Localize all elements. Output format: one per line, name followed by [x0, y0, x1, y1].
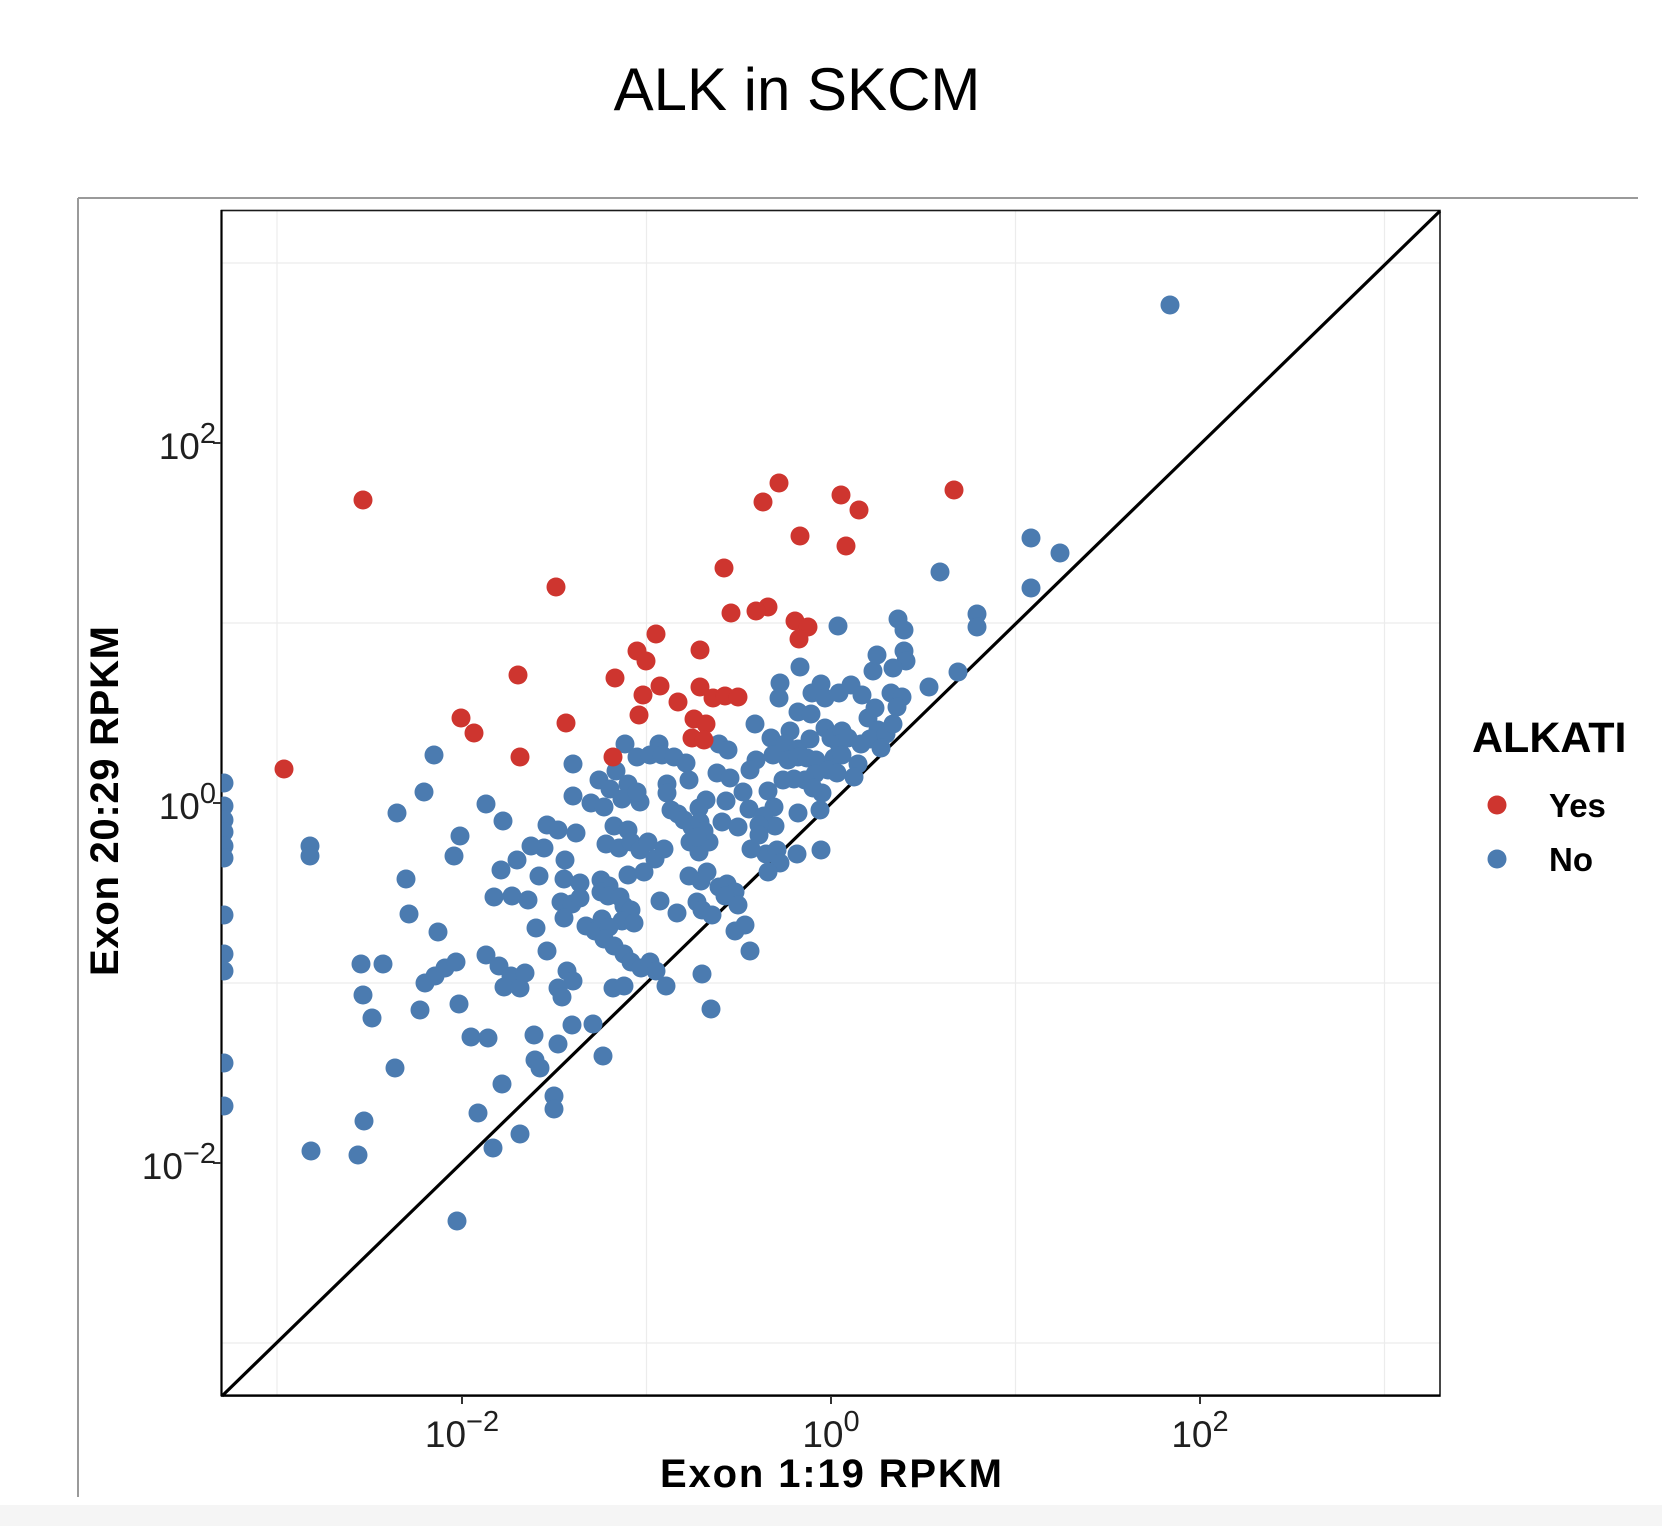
- svg-text:Exon 20:29 RPKM: Exon 20:29 RPKM: [83, 626, 127, 976]
- svg-text:Yes: Yes: [1549, 787, 1606, 824]
- svg-text:No: No: [1549, 841, 1593, 878]
- svg-text:ALKATI: ALKATI: [1472, 714, 1626, 762]
- svg-text:ALK in SKCM: ALK in SKCM: [614, 56, 981, 123]
- svg-text:Exon 1:19 RPKM: Exon 1:19 RPKM: [660, 1452, 1002, 1496]
